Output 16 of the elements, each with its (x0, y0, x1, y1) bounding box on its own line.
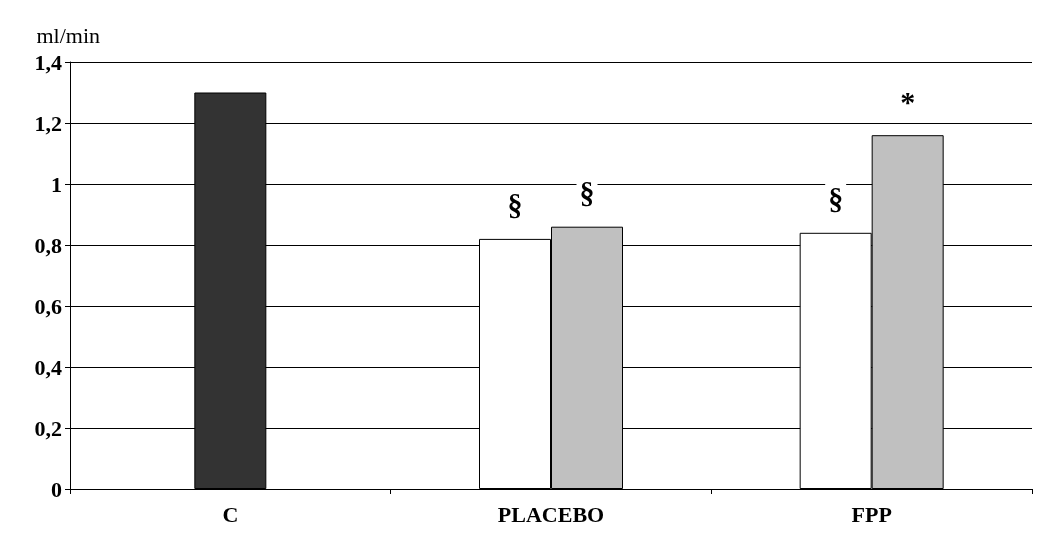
annotation: § (579, 176, 595, 210)
x-tick-label: PLACEBO (497, 501, 605, 527)
x-tick-label: C (222, 501, 239, 527)
annotation: § (507, 188, 523, 222)
y-tick-label: 0,2 (34, 415, 62, 441)
y-tick-label: 0,8 (34, 232, 62, 258)
y-axis-title: ml/min (36, 22, 100, 48)
y-tick-label: 0,6 (34, 293, 62, 319)
y-tick-label: 0 (51, 476, 62, 502)
y-tick-label: 1,4 (34, 49, 62, 75)
annotation: * (900, 84, 916, 118)
y-tick-label: 1 (51, 171, 62, 197)
x-tick-label: FPP (851, 501, 892, 527)
y-tick-label: 0,4 (34, 354, 62, 380)
y-tick-label: 1,2 (34, 110, 62, 136)
annotation: § (828, 182, 844, 216)
